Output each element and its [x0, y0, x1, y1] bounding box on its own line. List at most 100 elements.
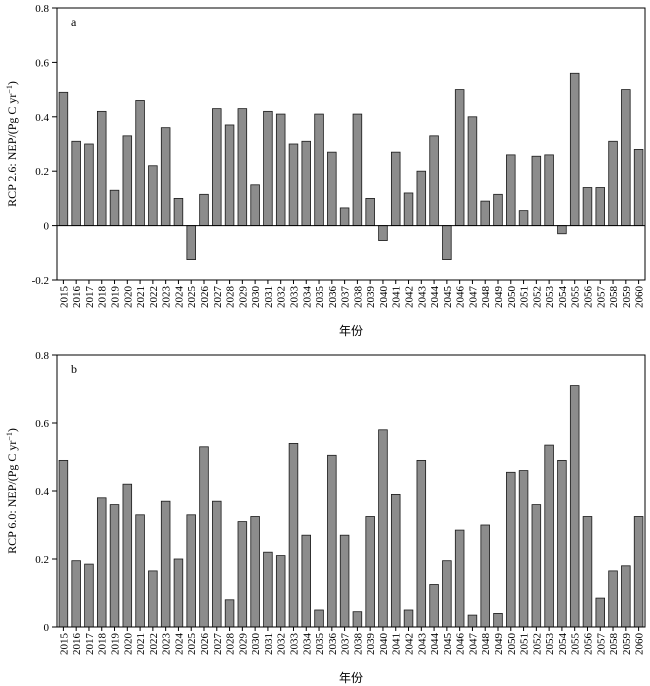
x-tick-label-2059: 2059 [621, 633, 633, 656]
x-tick-label-2058: 2058 [608, 633, 620, 656]
x-tick-label-2019: 2019 [110, 633, 122, 656]
bar-2032 [275, 555, 286, 628]
x-tick-label-2060: 2060 [634, 286, 646, 309]
x-tick-label-2054: 2054 [557, 633, 569, 656]
y-tick-label: 0.8 [35, 3, 49, 15]
bar-2019 [109, 504, 120, 628]
x-tick-label-2031: 2031 [263, 633, 275, 655]
y-tick-label: 0.2 [35, 166, 49, 178]
y-axis-title: RCP 6.0: NEP/(Pg C yr−1) [5, 428, 19, 554]
bar-2047 [467, 614, 478, 628]
x-tick-label-2060: 2060 [634, 633, 646, 656]
bar-2022 [148, 570, 158, 628]
x-tick-label-2050: 2050 [506, 633, 518, 656]
bar-2028 [224, 599, 235, 628]
x-tick-label-2025: 2025 [186, 286, 198, 309]
y-tick-label: 0.8 [35, 350, 49, 362]
bar-2048 [480, 524, 490, 628]
x-tick-label-2051: 2051 [519, 286, 531, 308]
bar-2026 [199, 193, 209, 227]
bar-2028 [224, 124, 235, 226]
x-tick-label-2033: 2033 [288, 633, 300, 656]
bar-2055 [569, 72, 580, 227]
bar-2057 [595, 597, 605, 628]
bar-2049 [493, 613, 503, 628]
bar-2056 [582, 187, 593, 227]
x-tick-label-2052: 2052 [531, 633, 543, 655]
x-tick-label-2031: 2031 [263, 286, 275, 308]
x-tick-label-2036: 2036 [327, 286, 339, 309]
bar-2027 [212, 108, 222, 226]
x-tick-label-2024: 2024 [173, 633, 185, 656]
x-tick-label-2020: 2020 [122, 286, 134, 309]
plot-frame [56, 7, 646, 281]
x-tick-label-2038: 2038 [352, 286, 364, 309]
y-tick-label: -0.2 [32, 275, 49, 287]
x-tick-label-2018: 2018 [97, 633, 109, 656]
bar-2040 [378, 429, 388, 628]
x-tick-label-2049: 2049 [493, 286, 505, 309]
bar-2037 [339, 534, 350, 628]
x-tick-label-2040: 2040 [378, 633, 390, 656]
x-tick-label-2059: 2059 [621, 286, 633, 309]
x-tick-label-2026: 2026 [199, 633, 211, 656]
bar-2033 [288, 143, 299, 226]
x-tick-label-2042: 2042 [404, 633, 416, 655]
plot-frame [56, 354, 646, 628]
bar-2059 [621, 565, 631, 628]
x-tick-label-2018: 2018 [97, 286, 109, 309]
y-tick-label: 0 [44, 622, 50, 634]
bar-2030 [250, 516, 260, 628]
x-tick-label-2055: 2055 [570, 286, 582, 309]
x-tick-label-2022: 2022 [148, 286, 160, 308]
x-tick-label-2021: 2021 [135, 633, 147, 655]
bar-2058 [608, 140, 618, 226]
x-tick-label-2017: 2017 [84, 286, 96, 309]
x-tick-label-2029: 2029 [237, 286, 249, 309]
x-tick-label-2041: 2041 [391, 286, 403, 308]
x-tick-label-2037: 2037 [340, 633, 352, 656]
bar-2045 [442, 560, 452, 628]
x-tick-label-2039: 2039 [365, 633, 377, 656]
x-tick-label-2015: 2015 [58, 633, 70, 656]
x-tick-label-2043: 2043 [416, 633, 428, 656]
x-tick-label-2036: 2036 [327, 633, 339, 656]
bar-2044 [429, 584, 439, 628]
bar-2057 [595, 187, 605, 227]
x-tick-label-2048: 2048 [480, 633, 492, 656]
y-tick-label: 0.4 [35, 112, 49, 124]
x-tick-label-2016: 2016 [71, 286, 83, 309]
x-tick-label-2049: 2049 [493, 633, 505, 656]
x-tick-label-2056: 2056 [582, 286, 594, 309]
bar-2053 [544, 444, 554, 628]
bar-2024 [173, 197, 184, 226]
bar-2060 [633, 516, 644, 628]
bar-2038 [352, 113, 363, 226]
bar-2058 [608, 570, 618, 628]
bar-2050 [506, 471, 516, 628]
x-tick-label-2037: 2037 [340, 286, 352, 309]
x-tick-label-2038: 2038 [352, 633, 364, 656]
x-tick-label-2017: 2017 [84, 633, 96, 656]
y-tick-label: 0.4 [35, 486, 49, 498]
x-tick-label-2047: 2047 [467, 633, 479, 656]
bar-2060 [633, 149, 644, 227]
x-tick-label-2019: 2019 [110, 286, 122, 309]
bar-2025 [186, 514, 196, 628]
bar-2049 [493, 193, 503, 227]
bar-2034 [301, 140, 312, 226]
x-tick-label-2034: 2034 [301, 286, 313, 309]
x-tick-label-2055: 2055 [570, 633, 582, 656]
bar-2052 [531, 155, 542, 227]
bar-2051 [518, 210, 529, 226]
bar-2037 [339, 207, 350, 226]
bar-2020 [122, 135, 133, 226]
y-tick-label: 0.2 [35, 554, 49, 566]
bar-2041 [390, 151, 401, 227]
x-tick-label-2053: 2053 [544, 286, 556, 309]
bar-2039 [365, 516, 375, 628]
bar-2016 [71, 560, 81, 628]
bar-2036 [327, 151, 337, 227]
bar-2017 [84, 563, 94, 628]
